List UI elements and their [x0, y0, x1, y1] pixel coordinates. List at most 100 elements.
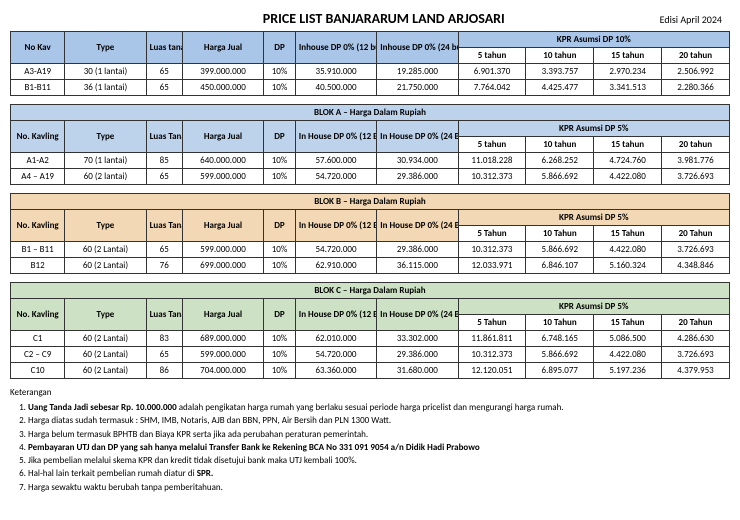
- cell-luas: 65: [146, 242, 182, 258]
- cell-kpr: 11.861.811: [458, 331, 526, 347]
- kpr-col: 5 tahun: [458, 48, 526, 64]
- cell-kpr: 4.286.630: [661, 331, 729, 347]
- table-row: C1060 (2 Lantai)86704.000.00010%63.360.0…: [11, 363, 730, 379]
- note-item: Harga belum termasuk BPHTB dan Biaya KPR…: [28, 429, 730, 440]
- col-header: Harga Jual: [182, 32, 263, 64]
- kpr-col: 20 Tahun: [662, 226, 730, 242]
- col-header: Harga Jual: [182, 121, 263, 153]
- cell-dp: 10%: [264, 258, 296, 274]
- table-row: C160 (2 Lantai)83689.000.00010%62.010.00…: [11, 331, 730, 347]
- cell-kpr: 5.866.692: [526, 169, 594, 185]
- cell-kpr: 4.348.846: [662, 258, 730, 274]
- cell-kpr: 10.312.373: [458, 242, 526, 258]
- cell-kpr: 10.312.373: [458, 347, 526, 363]
- kpr-col: 10 Tahun: [526, 226, 594, 242]
- kpr-col: 15 Tahun: [594, 226, 662, 242]
- cell-kav: A4 – A19: [11, 169, 65, 185]
- cell-ih24: 31.680.000: [377, 363, 458, 379]
- col-header: DP: [264, 210, 296, 242]
- note-item: Harga sewaktu waktu berubah tanpa pember…: [28, 482, 730, 493]
- col-header: In House DP 0% (24 Bln): [377, 299, 458, 331]
- table-row: C2 – C960 (2 Lantai)65599.000.00010%54.7…: [11, 347, 730, 363]
- col-header: No. Kavling: [11, 299, 65, 331]
- cell-ih12: 54.720.000: [295, 169, 376, 185]
- col-header: Luas Tanah: [146, 121, 182, 153]
- col-header: DP: [264, 299, 296, 331]
- kpr-header: KPR Asumsi DP 10%: [458, 32, 729, 48]
- col-header: No. Kavling: [11, 121, 65, 153]
- cell-hj: 599.000.000: [182, 242, 263, 258]
- kpr-header: KPR Asumsi DP 5%: [458, 299, 729, 315]
- note-item: Jika pembelian melalui skema KPR dan kre…: [28, 455, 730, 466]
- col-header: Type: [65, 121, 146, 153]
- cell-kpr: 5.160.324: [594, 258, 662, 274]
- cell-type: 60 (2 Lantai): [65, 347, 146, 363]
- note-item: Harga diatas sudah termasuk : SHM, IMB, …: [28, 415, 730, 426]
- cell-type: 60 (2 Lantai): [65, 331, 146, 347]
- block-title: BLOK C – Harga Dalam Rupiah: [11, 283, 730, 299]
- keterangan-label: Keterangan: [10, 387, 730, 398]
- cell-kav: C1: [11, 331, 65, 347]
- kpr-col: 10 Tahun: [526, 315, 594, 331]
- cell-ih24: 29.386.000: [377, 169, 458, 185]
- kpr-col: 15 tahun: [594, 48, 662, 64]
- kpr-col: 5 Tahun: [458, 226, 526, 242]
- cell-type: 60 (2 Lantai): [65, 258, 146, 274]
- cell-ih12: 54.720.000: [295, 242, 376, 258]
- cell-kpr: 5.866.692: [526, 242, 594, 258]
- cell-kpr: 11.018.228: [458, 153, 526, 169]
- kpr-header: KPR Asumsi DP 5%: [458, 121, 729, 137]
- cell-kpr: 12.120.051: [458, 363, 526, 379]
- note-item: Uang Tanda Jadi sebesar Rp. 10.000.000 a…: [28, 402, 730, 413]
- cell-ih24: 29.386.000: [377, 242, 458, 258]
- kpr-col: 20 tahun: [661, 137, 729, 153]
- cell-dp: 10%: [264, 331, 296, 347]
- col-header: DP: [264, 32, 296, 64]
- cell-ih12: 62.910.000: [295, 258, 376, 274]
- cell-dp: 10%: [264, 347, 296, 363]
- cell-kav: A1-A2: [11, 153, 65, 169]
- col-header: Luas Tanah: [146, 299, 182, 331]
- cell-luas: 85: [146, 153, 182, 169]
- block-title: BLOK B – Harga Dalam Rupiah: [11, 194, 730, 210]
- cell-kpr: 12.033.971: [458, 258, 526, 274]
- cell-kav: C2 – C9: [11, 347, 65, 363]
- col-header: Type: [65, 210, 146, 242]
- cell-kpr: 5.866.692: [526, 347, 594, 363]
- col-header: Inhouse DP 0% (12 bulan): [295, 32, 376, 64]
- cell-dp: 10%: [264, 153, 296, 169]
- col-header: In House DP 0% (24 Bln): [377, 210, 458, 242]
- table-row: B1-B1136 (1 lantai)65450.000.00010%40.50…: [11, 80, 730, 96]
- cell-ih24: 36.115.000: [377, 258, 458, 274]
- cell-kpr: 3.726.693: [661, 347, 729, 363]
- cell-dp: 10%: [264, 169, 296, 185]
- cell-ih12: 62.010.000: [295, 331, 376, 347]
- col-header: In House DP 0% (12 Bln): [295, 299, 376, 331]
- cell-luas: 65: [146, 347, 182, 363]
- cell-kpr: 3.726.693: [661, 169, 729, 185]
- cell-kpr: 3.726.693: [662, 242, 730, 258]
- cell-ih12: 54.720.000: [295, 347, 376, 363]
- price-table: No KavTypeLuas tanahHarga JualDPInhouse …: [10, 31, 730, 96]
- note-item: Hal-hal lain terkait pembelian rumah dia…: [28, 468, 730, 479]
- cell-kav: B1 – B11: [11, 242, 65, 258]
- cell-type: 60 (2 lantai): [65, 169, 146, 185]
- cell-hj: 699.000.000: [182, 258, 263, 274]
- edition-label: Edisi April 2024: [660, 13, 722, 26]
- cell-kpr: 4.724.760: [594, 153, 662, 169]
- cell-dp: 10%: [264, 242, 296, 258]
- col-header: Harga Jual: [182, 299, 263, 331]
- col-header: Harga Jual: [182, 210, 263, 242]
- cell-hj: 689.000.000: [182, 331, 263, 347]
- col-header: Luas Tanah: [146, 210, 182, 242]
- cell-kpr: 5.197.236: [594, 363, 662, 379]
- col-header: Inhouse DP 0% (24 bulan): [377, 32, 458, 64]
- table-row: B1260 (2 Lantai)76699.000.00010%62.910.0…: [11, 258, 730, 274]
- cell-kav: C10: [11, 363, 65, 379]
- col-header: Type: [65, 32, 146, 64]
- cell-kav: B12: [11, 258, 65, 274]
- cell-hj: 599.000.000: [182, 169, 263, 185]
- cell-kpr: 4.379.953: [661, 363, 729, 379]
- kpr-col: 5 tahun: [458, 137, 526, 153]
- cell-hj: 640.000.000: [182, 153, 263, 169]
